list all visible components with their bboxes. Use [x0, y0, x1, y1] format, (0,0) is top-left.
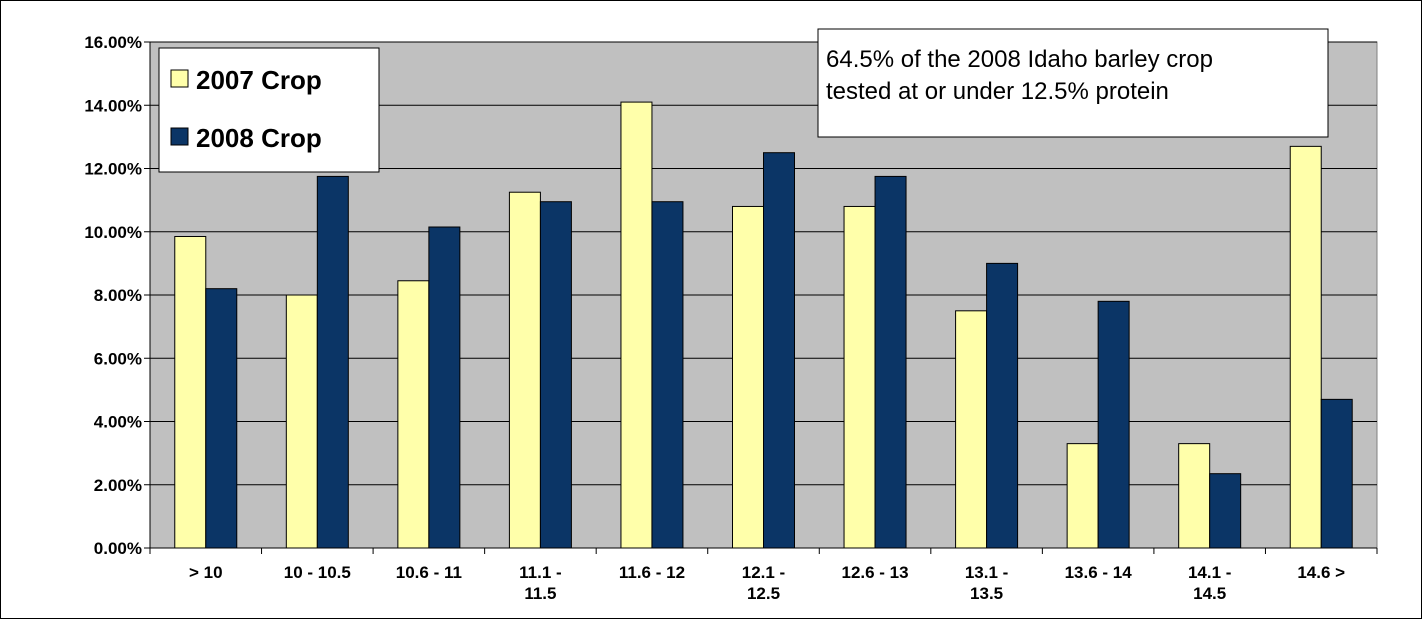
- y-tick-label: 10.00%: [84, 223, 142, 242]
- x-tick-label: 13.6 - 14: [1065, 563, 1133, 582]
- y-tick-label: 6.00%: [94, 349, 142, 368]
- legend-swatch: [170, 127, 189, 146]
- bar-2007-crop: [1066, 443, 1099, 549]
- bar-2007-crop: [732, 205, 764, 549]
- bar-2008-crop: [316, 175, 349, 549]
- bar-2008-crop: [651, 201, 684, 549]
- annotation-text: tested at or under 12.5% protein: [826, 78, 1169, 105]
- y-tick-label: 2.00%: [94, 476, 142, 495]
- y-tick-label: 0.00%: [94, 539, 142, 558]
- bar-2008-crop: [763, 152, 795, 549]
- bar-2007-crop: [1289, 145, 1322, 549]
- x-tick-label: 13.1 -: [965, 563, 1008, 582]
- bar-2007-crop: [508, 191, 541, 549]
- bar-2007-crop: [1178, 443, 1211, 549]
- bar-2008-crop: [986, 262, 1019, 549]
- x-tick-label: 13.5: [970, 584, 1003, 603]
- legend: [158, 47, 380, 173]
- x-tick-label: 14.6 >: [1297, 563, 1345, 582]
- bar-2007-crop: [285, 294, 318, 549]
- legend-label: 2008 Crop: [196, 123, 322, 153]
- x-tick-label: 11.6 - 12: [619, 563, 685, 582]
- x-tick-label: 14.1 -: [1188, 563, 1231, 582]
- annotation-text: 64.5% of the 2008 Idaho barley crop: [826, 46, 1213, 73]
- bar-2008-crop: [428, 226, 461, 549]
- y-tick-label: 12.00%: [84, 160, 142, 179]
- annotation-box: [817, 28, 1329, 138]
- x-tick-label: 12.6 - 13: [841, 563, 908, 582]
- y-tick-label: 14.00%: [84, 96, 142, 115]
- bar-2007-crop: [955, 310, 988, 549]
- bar-2008-crop: [205, 288, 238, 549]
- x-tick-label: > 10: [189, 563, 223, 582]
- bar-2007-crop: [843, 205, 876, 549]
- bar-2007-crop: [174, 235, 207, 549]
- bar-2008-crop: [874, 175, 907, 549]
- bar-2008-crop: [539, 201, 572, 549]
- x-tick-label: 11.1 -: [519, 563, 562, 582]
- x-tick-label: 11.5: [524, 584, 556, 603]
- legend-swatch: [170, 69, 189, 88]
- bar-2008-crop: [1209, 473, 1242, 549]
- x-tick-label: 14.5: [1193, 584, 1226, 603]
- y-tick-label: 16.00%: [84, 33, 142, 52]
- x-tick-label: 12.1 -: [742, 563, 785, 582]
- x-tick-label: 10.6 - 11: [396, 563, 462, 582]
- y-tick-label: 4.00%: [94, 413, 142, 432]
- x-tick-label: 10 - 10.5: [284, 563, 351, 582]
- bar-2008-crop: [1097, 300, 1130, 549]
- x-tick-label: 12.5: [747, 584, 780, 603]
- bar-2008-crop: [1320, 398, 1353, 549]
- y-tick-label: 8.00%: [94, 286, 142, 305]
- bar-2007-crop: [620, 101, 653, 549]
- bar-2007-crop: [397, 280, 430, 549]
- legend-label: 2007 Crop: [196, 65, 322, 95]
